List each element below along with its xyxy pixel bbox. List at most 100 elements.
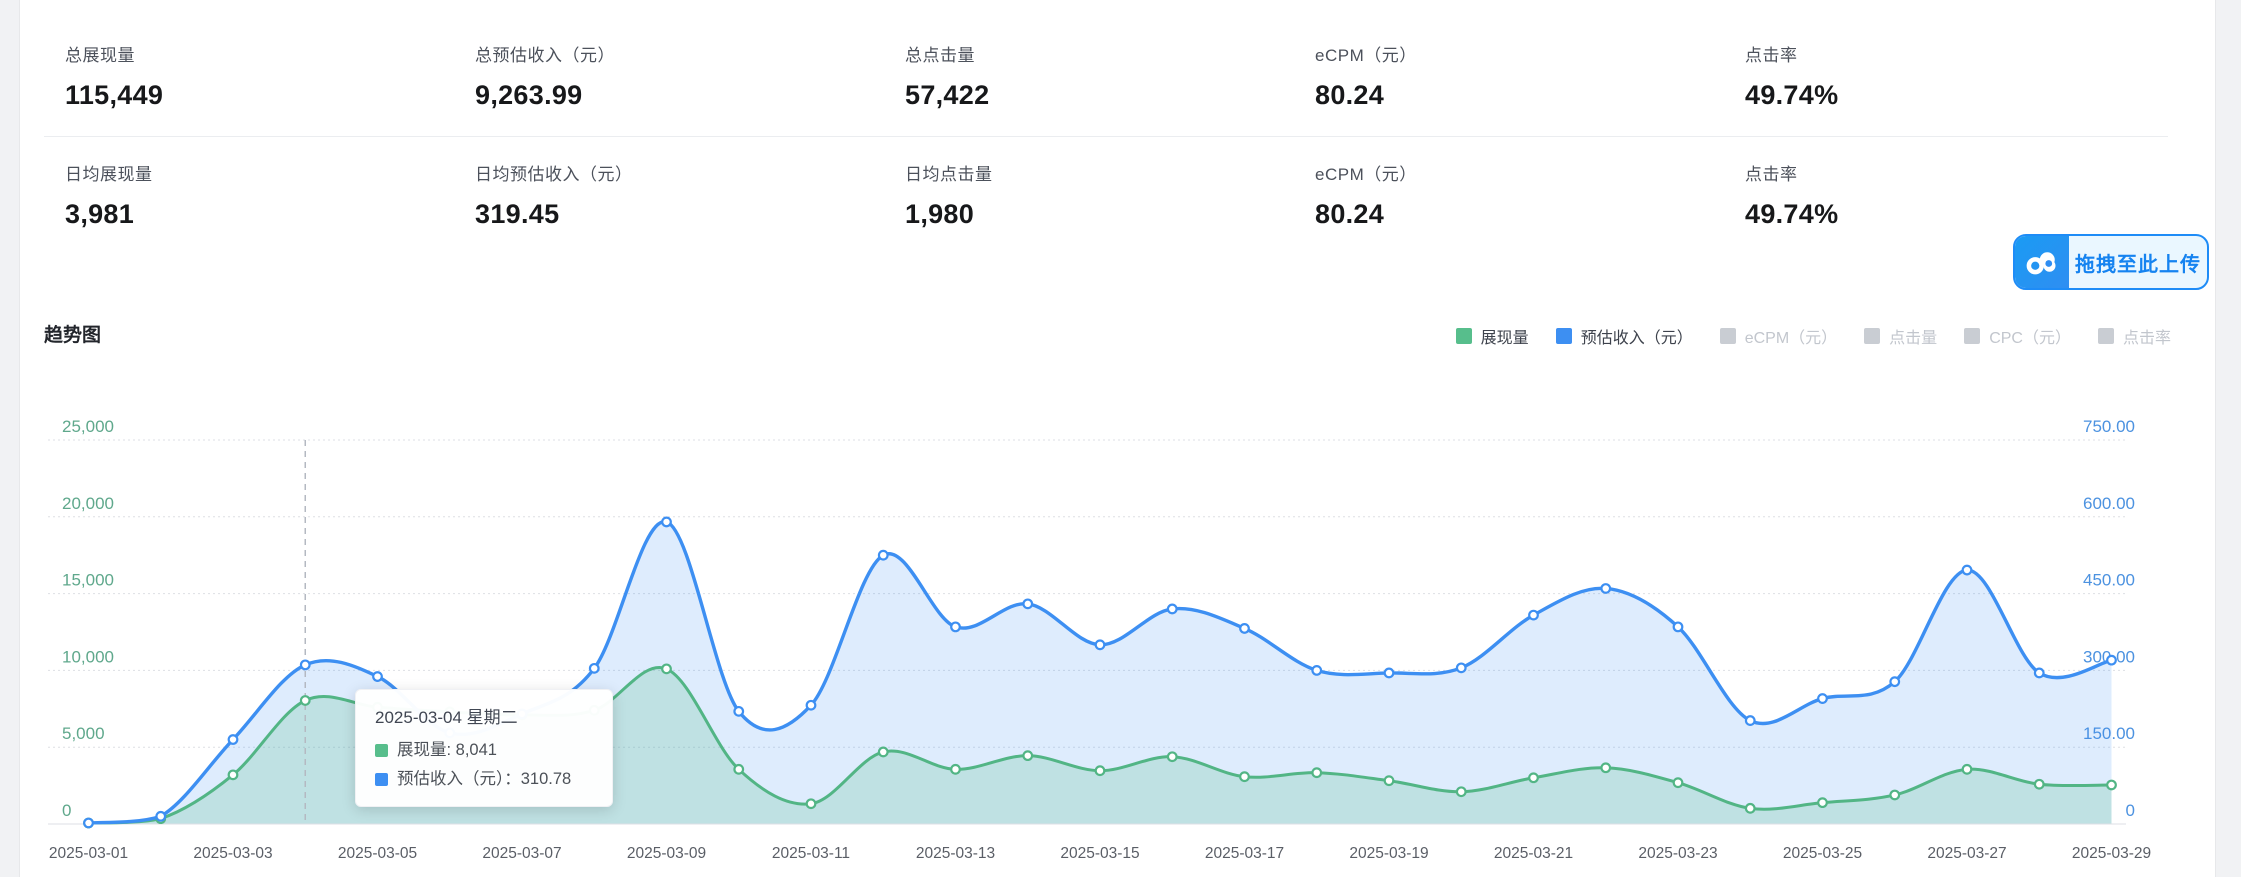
right-axis-tick: 750.00 (2083, 417, 2135, 436)
right-axis-tick: 600.00 (2083, 494, 2135, 513)
tooltip-series-swatch (375, 773, 388, 786)
data-point-展现量 (1600, 762, 1612, 774)
left-axis-tick: 5,000 (62, 724, 105, 743)
drag-upload-label: 拖拽至此上传 (2075, 253, 2201, 276)
data-point-展现量 (1383, 775, 1395, 787)
x-axis-tick: 2025-03-07 (482, 845, 561, 862)
legend-item-CPC（元）[interactable]: CPC（元） (1964, 324, 2071, 348)
legend-item-点击率[interactable]: 点击率 (2097, 324, 2171, 348)
data-point-预估收入（元） (2033, 667, 2045, 679)
x-axis-tick: 2025-03-23 (1638, 845, 1717, 862)
tooltip-series-text: 预估收入（元）：310.78 (397, 770, 572, 788)
left-axis-tick: 15,000 (62, 571, 114, 590)
legend-label: 展现量 (1480, 330, 1529, 347)
legend-label: CPC（元） (1989, 330, 2071, 347)
left-axis-tick: 25,000 (62, 417, 114, 436)
data-point-展现量 (1094, 765, 1106, 777)
data-point-展现量 (1889, 789, 1901, 801)
data-point-预估收入（元） (950, 621, 961, 633)
data-point-预估收入（元） (588, 662, 600, 674)
data-point-预估收入（元） (1022, 598, 1034, 610)
x-axis-tick: 2025-03-19 (1349, 845, 1428, 862)
drag-upload-button[interactable]: 拖拽至此上传 (2013, 234, 2209, 290)
stat-value: 3,981 (65, 199, 135, 229)
legend-item-预估收入（元）[interactable]: 预估收入（元） (1555, 324, 1693, 348)
data-point-预估收入（元） (372, 671, 383, 682)
data-point-展现量 (1166, 751, 1178, 763)
stat-label: 总展现量 (65, 46, 135, 65)
x-axis-tick: 2025-03-15 (1060, 845, 1139, 862)
data-point-预估收入（元） (1311, 665, 1323, 676)
x-axis-tick: 2025-03-09 (627, 845, 706, 862)
legend-label: 点击率 (2122, 330, 2171, 347)
data-point-预估收入（元） (1166, 603, 1178, 615)
stat-label: 总预估收入（元） (475, 46, 615, 65)
data-point-预估收入（元） (155, 810, 167, 822)
right-axis-tick: 150.00 (2083, 724, 2135, 743)
data-point-预估收入（元） (2106, 654, 2117, 666)
data-point-预估收入（元） (1961, 564, 1973, 576)
data-point-预估收入（元） (227, 734, 239, 745)
left-axis-tick: 10,000 (62, 647, 114, 666)
stat-label: 日均预估收入（元） (475, 165, 633, 184)
right-axis-tick: 450.00 (2083, 571, 2135, 590)
stat-label: 点击率 (1745, 46, 1798, 65)
legend-item-展现量[interactable]: 展现量 (1455, 324, 1529, 348)
data-point-预估收入（元） (1744, 715, 1756, 726)
stat-value: 80.24 (1315, 199, 1385, 229)
x-axis-tick: 2025-03-05 (338, 845, 417, 862)
stat-cell: 点击率 49.74% (1745, 160, 2165, 230)
x-axis-tick: 2025-03-29 (2072, 845, 2151, 862)
stat-label: eCPM（元） (1315, 46, 1417, 65)
data-point-预估收入（元） (1600, 583, 1612, 594)
legend-swatch (1555, 328, 1572, 344)
legend-label: 预估收入（元） (1580, 330, 1693, 347)
legend-swatch (2097, 328, 2114, 344)
data-point-展现量 (1817, 797, 1828, 809)
stat-label: 日均点击量 (905, 165, 993, 184)
legend-label: eCPM（元） (1744, 330, 1838, 347)
page-left-gutter (0, 0, 20, 877)
stat-label: 日均展现量 (65, 165, 153, 184)
stat-cell: 日均预估收入（元） 319.45 (475, 160, 895, 230)
trend-chart-title: 趋势图 (44, 325, 102, 346)
data-point-预估收入（元） (877, 549, 889, 561)
data-point-展现量 (661, 663, 672, 675)
data-point-预估收入（元） (299, 659, 311, 671)
data-point-预估收入（元） (805, 699, 817, 711)
legend-item-点击量[interactable]: 点击量 (1864, 324, 1937, 348)
x-axis-tick: 2025-03-17 (1205, 845, 1284, 862)
stat-cell: 日均展现量 3,981 (65, 160, 485, 230)
tooltip-row: 预估收入（元）：310.78 (375, 765, 593, 794)
left-axis-tick: 0 (62, 801, 71, 820)
data-point-预估收入（元） (1455, 662, 1467, 674)
chart-tooltip: 2025-03-04 星期二 展现量: 8,041 预估收入（元）：310.78 (355, 689, 613, 807)
x-axis-tick: 2025-03-27 (1927, 845, 2006, 862)
stat-cell: 总展现量 115,449 (65, 41, 485, 111)
legend-swatch (1864, 328, 1881, 344)
data-point-展现量 (1311, 767, 1323, 779)
x-axis-tick: 2025-03-13 (916, 845, 995, 862)
right-axis-tick: 0 (2126, 801, 2135, 820)
stat-label: 总点击量 (905, 46, 975, 65)
stat-value: 115,449 (65, 80, 164, 110)
data-point-预估收入（元） (1094, 639, 1106, 651)
x-axis-tick: 2025-03-21 (1494, 845, 1573, 862)
data-point-展现量 (1455, 786, 1467, 798)
baidu-netdisk-cloud-icon (2015, 236, 2069, 288)
data-point-预估收入（元） (1672, 621, 1684, 633)
stat-value: 1,980 (905, 199, 975, 229)
data-point-展现量 (1961, 763, 1973, 775)
data-point-展现量 (227, 769, 239, 781)
legend-item-eCPM（元）[interactable]: eCPM（元） (1719, 324, 1838, 348)
stat-label: eCPM（元） (1315, 165, 1417, 184)
stat-cell: 总预估收入（元） 9,263.99 (475, 41, 895, 111)
x-axis-tick: 2025-03-03 (193, 845, 272, 862)
tooltip-date: 2025-03-04 星期二 (375, 708, 518, 727)
data-point-预估收入（元） (1528, 609, 1539, 621)
stat-cell: 总点击量 57,422 (905, 41, 1325, 111)
data-point-预估收入（元） (1239, 623, 1250, 634)
legend-swatch (1719, 328, 1736, 344)
tooltip-series-swatch (375, 744, 388, 757)
